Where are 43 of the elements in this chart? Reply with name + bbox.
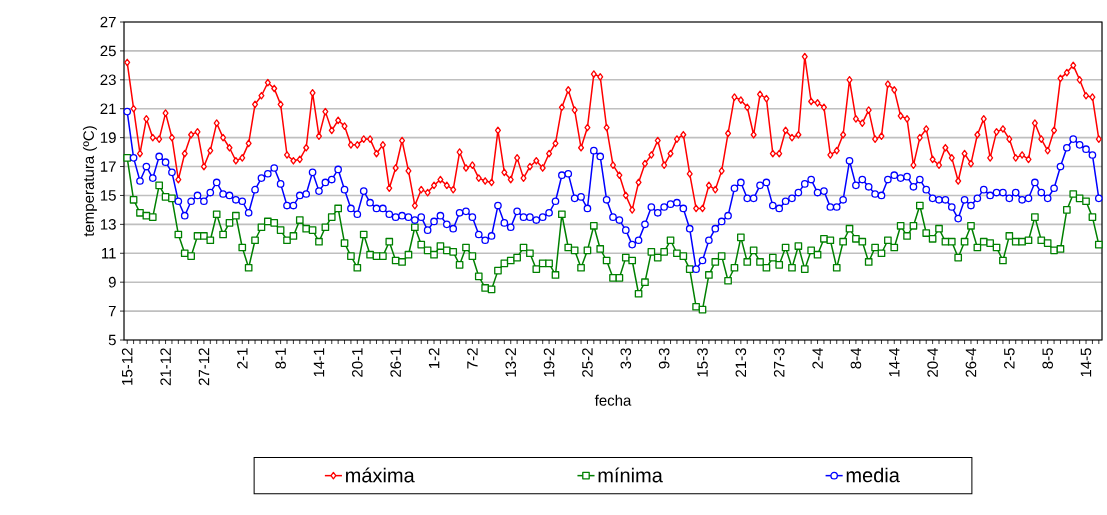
x-tick-label: 9-3 — [658, 348, 670, 369]
legend-label: máxima — [346, 467, 415, 483]
x-tick-label: 2-4 — [812, 347, 823, 369]
x-tick-label: 19-2 — [543, 348, 555, 377]
x-tick-label: 2-5 — [1004, 348, 1015, 369]
x-tick-label: 1-2 — [428, 348, 440, 369]
x-tick-label: 26-1 — [390, 348, 401, 377]
x-tick-label: 25-2 — [582, 348, 593, 377]
x-tick-label: 8-4 — [850, 347, 862, 369]
x-tick-label: 15-12 — [121, 348, 133, 385]
x-tick-label: 14-4 — [889, 347, 900, 377]
y-tick-label: 15 — [100, 190, 116, 201]
legend-label: media — [846, 467, 900, 483]
x-tick-label: 15-3 — [697, 348, 708, 377]
y-tick-label: 25 — [100, 45, 116, 57]
y-tick-label: 11 — [102, 248, 116, 259]
y-tick-label: 17 — [100, 161, 116, 172]
x-tick-label: 21-12 — [160, 348, 171, 386]
x-tick-label: 13-2 — [505, 348, 517, 377]
y-tick-label: 27 — [100, 16, 116, 28]
y-tick-label: 21 — [100, 103, 116, 114]
y-axis-title: temperatura (ºC) — [82, 126, 97, 237]
x-tick-label: 27-12 — [198, 348, 210, 386]
y-tick-label: 9 — [108, 276, 116, 288]
y-tick-label: 13 — [100, 219, 116, 230]
y-tick-label: 23 — [100, 74, 116, 86]
legend-label: mínima — [598, 467, 663, 483]
x-tick-label: 26-4 — [965, 347, 977, 377]
x-axis-title: fecha — [594, 394, 632, 406]
y-tick-label: 19 — [100, 132, 116, 143]
x-tick-label: 14-5 — [1080, 348, 1092, 377]
x-tick-label: 20-4 — [927, 347, 938, 377]
x-tick-label: 27-3 — [773, 348, 785, 377]
x-tick-label: 8-5 — [1042, 348, 1053, 369]
x-tick-label: 7-2 — [467, 348, 478, 369]
x-tick-label: 21-3 — [735, 348, 747, 377]
x-tick-label: 20-1 — [352, 348, 363, 377]
x-tick-label: 2-1 — [237, 348, 248, 369]
y-tick-label: 5 — [108, 334, 116, 346]
x-tick-label: 8-1 — [275, 348, 286, 369]
y-tick-label: 7 — [108, 305, 116, 317]
x-tick-label: 3-3 — [620, 348, 632, 369]
x-tick-label: 14-1 — [313, 348, 325, 377]
